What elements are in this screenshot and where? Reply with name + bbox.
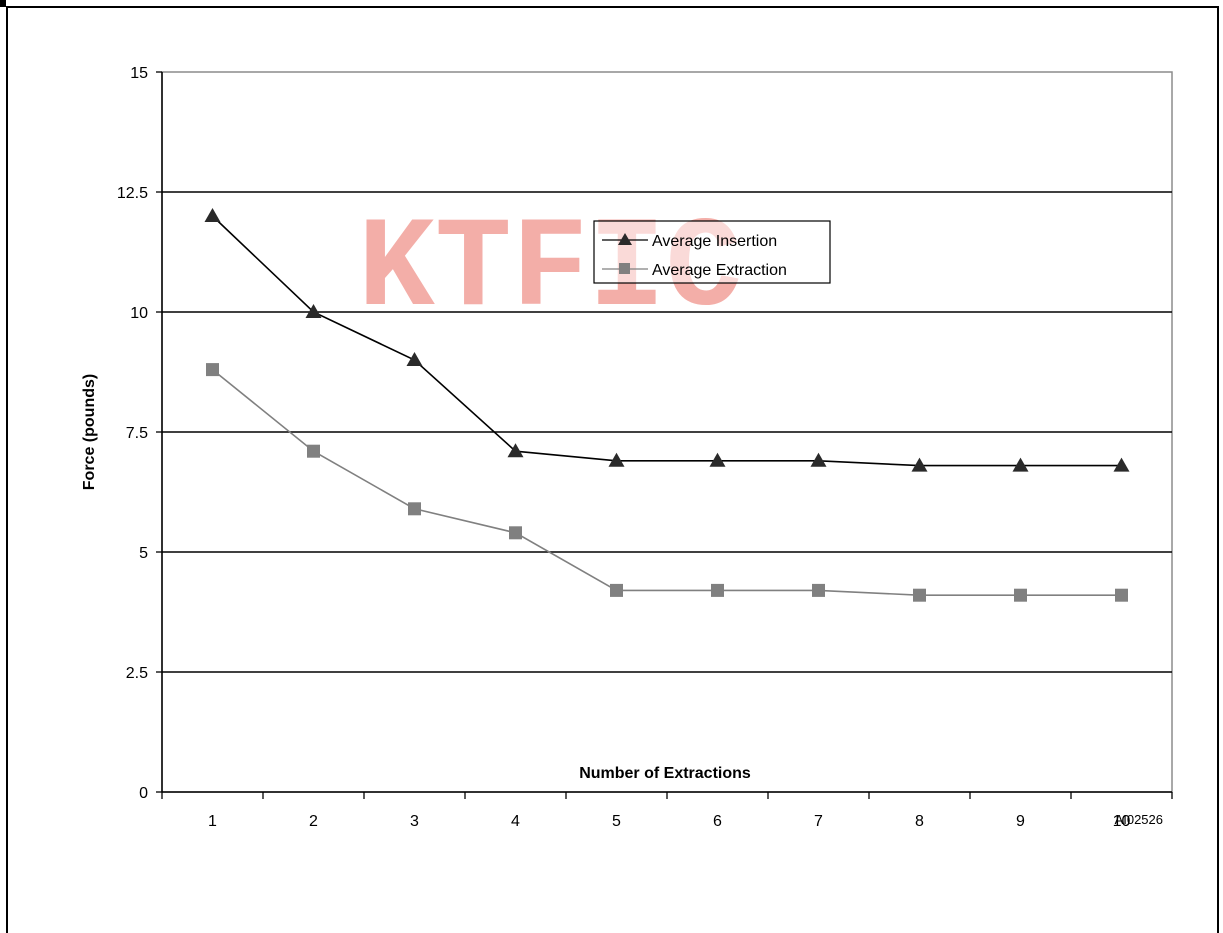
legend-box: [593, 220, 831, 284]
data-point-square: [408, 502, 421, 516]
x-tick-label: 8: [915, 813, 924, 830]
data-point-triangle: [1113, 457, 1130, 472]
x-tick-label: 4: [511, 813, 520, 830]
legend-extraction-label: Average Extraction: [652, 262, 787, 279]
y-tick-label: 10: [130, 305, 148, 322]
data-point-square: [711, 583, 724, 597]
data-point-triangle: [507, 443, 524, 458]
data-point-triangle: [608, 452, 625, 467]
gridlines: [161, 71, 1173, 793]
data-point-square: [307, 444, 320, 458]
x-axis-title: Number of Extractions: [579, 765, 751, 782]
data-point-square: [913, 588, 926, 602]
data-point-square: [509, 526, 522, 540]
y-tick-label: 7.5: [126, 425, 148, 442]
series-group: [204, 208, 1130, 602]
x-tick-label: 7: [814, 813, 823, 830]
x-tick-label: 2: [309, 813, 318, 830]
axes: 0 2.5 5 7.5 10 12.5 15 1 2 3 4 5 6 7 8 9 10: [117, 65, 1173, 830]
legend-insertion-label: Average Insertion: [652, 233, 777, 250]
y-tick-label: 12.5: [117, 185, 148, 202]
data-point-triangle: [911, 457, 928, 472]
x-tick-label: 6: [713, 813, 722, 830]
x-tick-label: 1: [208, 813, 217, 830]
data-point-square: [610, 583, 623, 597]
legend-insertion-marker-icon: [618, 233, 632, 245]
x-tick-label: 9: [1016, 813, 1025, 830]
legend: Average Insertion Average Extraction: [593, 220, 831, 284]
corner-tab: [0, 0, 6, 7]
y-tick-label: 0: [139, 785, 148, 802]
series-line: [211, 368, 1122, 597]
figure-code: AI02526: [1115, 812, 1163, 827]
data-point-triangle: [1012, 457, 1029, 472]
data-point-square: [812, 583, 825, 597]
data-point-square: [1014, 588, 1027, 602]
y-axis-title: Force (pounds): [81, 374, 98, 490]
data-point-triangle: [406, 352, 423, 366]
figure-frame: [6, 6, 1219, 933]
y-tick-label: 15: [130, 65, 148, 82]
data-point-triangle: [709, 452, 726, 467]
data-point-triangle: [810, 452, 827, 467]
x-tick-label: 10: [1113, 813, 1131, 830]
data-point-square: [206, 363, 219, 377]
data-point-square: [1115, 588, 1128, 602]
series-line: [211, 215, 1122, 467]
y-tick-label: 2.5: [126, 665, 148, 682]
data-point-triangle: [204, 208, 221, 222]
x-tick-label: 5: [612, 813, 621, 830]
y-tick-label: 5: [139, 545, 148, 562]
series-average-insertion: [204, 208, 1130, 472]
series-average-extraction: [206, 363, 1128, 602]
legend-extraction-marker-icon: [619, 263, 630, 274]
data-point-triangle: [305, 304, 322, 318]
x-tick-label: 3: [410, 813, 419, 830]
